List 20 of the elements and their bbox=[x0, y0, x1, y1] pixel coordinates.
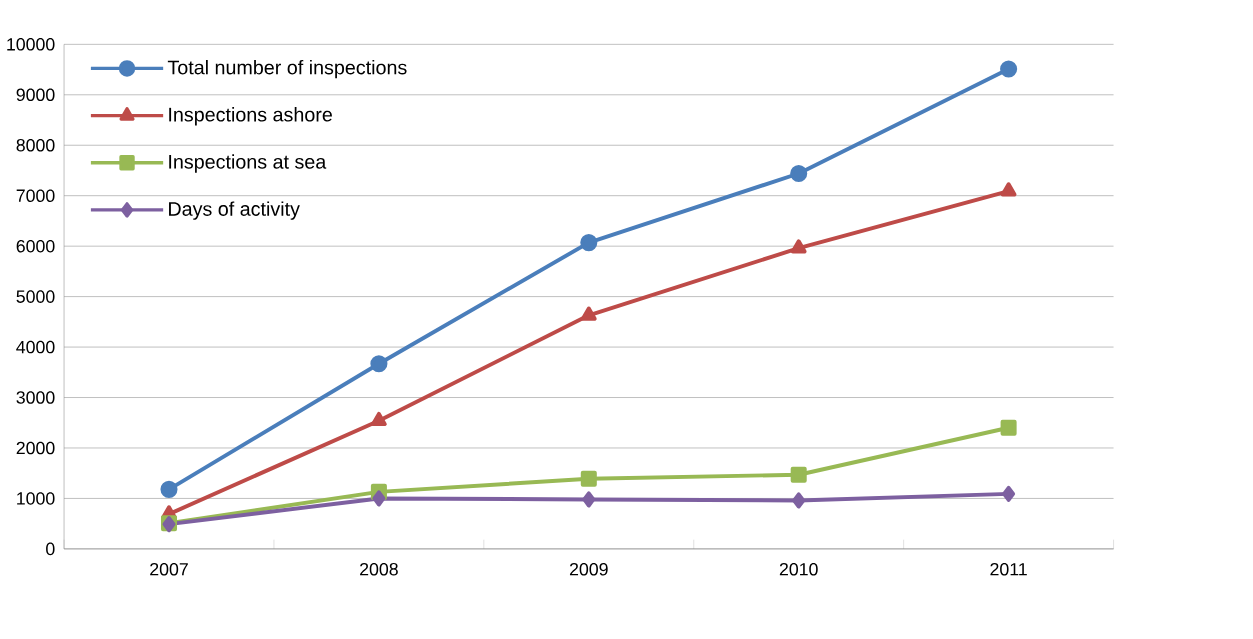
x-tick-label: 2009 bbox=[569, 563, 608, 576]
y-tick-label: 10000 bbox=[7, 38, 55, 51]
x-tick-label: 2011 bbox=[990, 563, 1027, 576]
legend-label: Days of activity bbox=[169, 201, 300, 221]
x-tick-label: 2007 bbox=[150, 563, 188, 576]
x-tick-label: 2010 bbox=[779, 563, 818, 576]
legend-label: Inspections at sea bbox=[169, 154, 327, 173]
legend-label: Inspections ashore bbox=[169, 107, 332, 126]
y-tick-label: 3000 bbox=[16, 391, 55, 405]
y-tick-label: 1000 bbox=[17, 492, 55, 505]
y-tick-label: 6000 bbox=[16, 240, 55, 253]
legend-label: Total number of inspections bbox=[167, 60, 407, 79]
y-tick-label: 9000 bbox=[16, 88, 55, 102]
y-tick-label: 4000 bbox=[16, 341, 55, 354]
y-tick-label: 8000 bbox=[16, 139, 55, 152]
y-tick-label: 5000 bbox=[16, 290, 55, 304]
y-tick-label: 7000 bbox=[16, 189, 55, 203]
x-tick-label: 2008 bbox=[360, 563, 398, 576]
y-tick-label: 0 bbox=[46, 542, 55, 556]
y-tick-label: 2000 bbox=[16, 441, 55, 455]
